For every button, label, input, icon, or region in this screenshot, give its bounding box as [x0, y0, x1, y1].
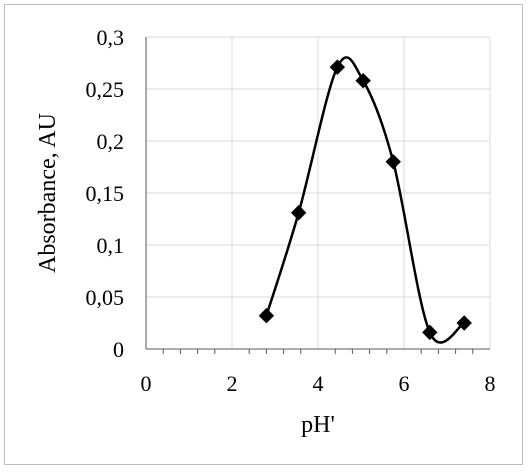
x-tick-labels: 0 2 4 6 8	[141, 371, 496, 396]
data-point-1	[290, 205, 307, 221]
y-tick-label-5: 0,25	[86, 77, 125, 102]
y-tick-label-2: 0,1	[97, 233, 125, 258]
y-tick-labels: 0 0,05 0,1 0,15 0,2 0,25 0,3	[86, 25, 125, 362]
data-point-5	[422, 324, 438, 341]
y-tick-label-0: 0	[113, 337, 124, 362]
chart-frame	[4, 4, 523, 465]
data-point-0	[258, 308, 275, 324]
y-axis-label: Absorbance, AU	[35, 113, 61, 273]
series-line-0	[265, 56, 466, 344]
y-tick-label-4: 0,2	[97, 129, 125, 154]
y-tick-label-1: 0,05	[86, 285, 125, 310]
data-point-4	[385, 154, 401, 170]
axis-ticks	[162, 349, 474, 354]
data-point-2	[329, 59, 346, 75]
data-point-6	[456, 315, 472, 331]
x-tick-label-4: 8	[485, 371, 496, 396]
axes	[145, 37, 490, 350]
gridlines	[146, 36, 491, 349]
y-tick-label-3: 0,15	[86, 181, 125, 206]
x-tick-label-2: 4	[313, 371, 324, 396]
x-tick-label-3: 6	[399, 371, 410, 396]
x-axis-label: pH'	[301, 412, 335, 438]
data-series	[258, 56, 472, 344]
data-point-3	[355, 72, 371, 89]
y-tick-label-6: 0,3	[97, 25, 125, 50]
x-tick-label-0: 0	[141, 371, 152, 396]
x-tick-label-1: 2	[227, 371, 238, 396]
